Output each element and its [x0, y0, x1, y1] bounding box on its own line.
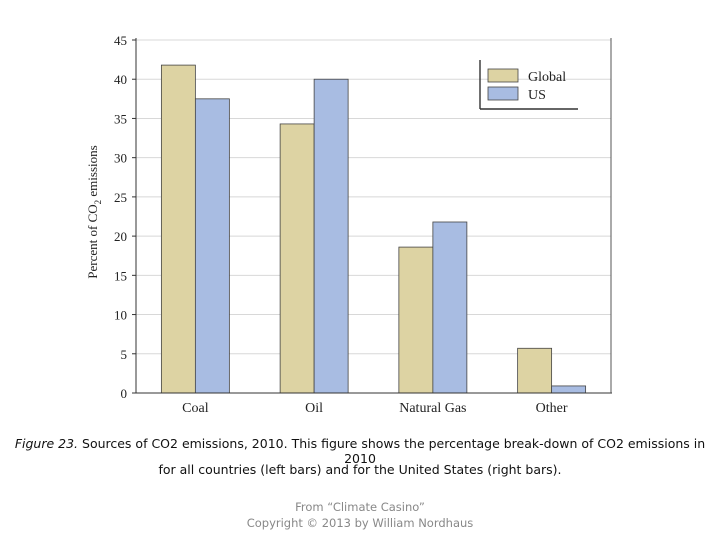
y-tick-label: 20 — [114, 229, 127, 244]
caption-text-2: for all countries (left bars) and for th… — [158, 462, 562, 477]
y-tick-labels: 0 5 10 15 20 25 30 35 40 45 — [114, 33, 136, 401]
legend-label-global: Global — [528, 70, 566, 85]
x-tick-labels: Coal Oil Natural Gas Other — [182, 401, 568, 416]
legend-swatch-global — [487, 68, 519, 83]
credit-source: From “Climate Casino” — [295, 500, 425, 514]
bar-us-coal — [194, 98, 230, 394]
legend-label-us: US — [528, 88, 546, 103]
figure-label: Figure 23. — [14, 436, 79, 451]
axes — [135, 38, 612, 394]
caption-text-1: Sources of CO2 emissions, 2010. This fig… — [78, 436, 706, 466]
figure-caption-line-2: for all countries (left bars) and for th… — [0, 462, 720, 477]
bar-global-oil — [279, 123, 315, 394]
x-tick-label: Natural Gas — [399, 401, 466, 416]
y-tick-label: 10 — [114, 308, 127, 323]
bar-us-oil — [313, 78, 349, 394]
bar-global-coal — [160, 64, 196, 394]
bar-us-natural-gas — [432, 221, 468, 394]
legend: Global US — [479, 60, 578, 110]
y-tick-label: 45 — [114, 33, 127, 48]
y-tick-label: 25 — [114, 190, 127, 205]
bars — [160, 64, 587, 394]
y-tick-label: 15 — [114, 268, 127, 283]
y-axis-label: Percent of CO2 emissions — [85, 145, 103, 278]
bar-global-natural-gas — [398, 246, 434, 394]
y-tick-label: 30 — [114, 151, 127, 166]
bar-global-other — [517, 347, 553, 394]
legend-swatch-us — [487, 86, 519, 101]
figure-caption-line-1: Figure 23. Sources of CO2 emissions, 201… — [0, 436, 720, 466]
y-tick-label: 5 — [121, 347, 128, 362]
x-tick-label: Coal — [182, 401, 209, 416]
x-tick-label: Oil — [305, 401, 323, 416]
x-tick-label: Other — [536, 401, 568, 416]
y-tick-label: 35 — [114, 111, 127, 126]
y-tick-label: 0 — [121, 386, 128, 401]
credit-copyright: Copyright © 2013 by William Nordhaus — [246, 516, 474, 530]
y-tick-label: 40 — [114, 72, 127, 87]
bar-us-other — [551, 385, 587, 394]
